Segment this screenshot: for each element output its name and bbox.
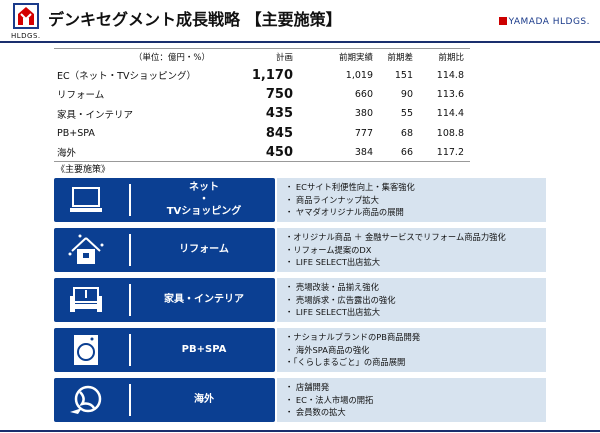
diff-value: 68 bbox=[400, 127, 413, 139]
initiative-item: ・ 会員数の拡大 bbox=[285, 407, 346, 417]
category-panel: PB+SPA bbox=[54, 328, 275, 372]
diff-header: 前期差 bbox=[387, 53, 413, 64]
unit-header: （単位：億円・%） bbox=[133, 53, 210, 64]
initiative-card: 家具・インテリア ・ 売場改装・品揃え強化・ 売場訴求・広告露出の強化・ LIFE… bbox=[54, 278, 546, 322]
initiative-card: ネット ・ TVショッピング・ ECサイト利便性向上・集客強化・ 商品ラインナッ… bbox=[54, 178, 546, 222]
segment-name: PB+SPA bbox=[57, 127, 95, 139]
table-row: 家具・インテリア 435 380 55 114.4 bbox=[54, 104, 470, 123]
separator bbox=[129, 334, 131, 366]
initiative-item: ・ナショナルブランドのPB商品開発 bbox=[285, 332, 421, 342]
initiative-item: ・ ヤマダオリジナル商品の展開 bbox=[285, 207, 404, 217]
initiative-list: ・ ECサイト利便性向上・集客強化・ 商品ラインナップ拡大・ ヤマダオリジナル商… bbox=[277, 178, 546, 222]
ratio-value: 117.2 bbox=[436, 146, 464, 158]
separator bbox=[129, 234, 131, 266]
segment-name: EC（ネット・TVショッピング） bbox=[57, 71, 196, 83]
initiative-item: ・ 売場訴求・広告露出の強化 bbox=[285, 294, 396, 305]
category-panel: 海外 bbox=[54, 378, 275, 422]
prev-value: 380 bbox=[354, 108, 373, 120]
separator bbox=[129, 184, 131, 216]
initiative-list: ・オリジナル商品 ＋ 金融サービスでリフォーム商品力強化 ・リフォーム提案のDX ・… bbox=[277, 228, 546, 272]
plan-value: 845 bbox=[265, 125, 293, 141]
plan-value: 1,170 bbox=[251, 67, 293, 83]
separator bbox=[129, 284, 131, 316]
initiative-item: ・ 商品ラインナップ拡大 bbox=[285, 194, 379, 205]
prev-value: 1,019 bbox=[345, 69, 373, 81]
table-row: リフォーム 750 660 90 113.6 bbox=[54, 85, 470, 104]
brand-text: YAMADA HLDGS. bbox=[508, 17, 590, 27]
initiative-item: ・ LIFE SELECT出店拡大 bbox=[285, 257, 381, 267]
plan-value: 450 bbox=[265, 144, 293, 160]
diff-value: 151 bbox=[394, 69, 413, 81]
table-row: EC（ネット・TVショッピング） 1,170 1,019 151 114.8 bbox=[54, 66, 470, 85]
separator bbox=[129, 384, 131, 416]
ratio-value: 114.4 bbox=[436, 108, 464, 120]
category-label: 海外 bbox=[194, 394, 214, 405]
initiative-item: ・ EC・法人市場の開拓 bbox=[285, 394, 374, 405]
prev-header: 前期実績 bbox=[338, 53, 373, 64]
segment-table: （単位：億円・%） 計画 前期実績 前期差 前期比 EC（ネット・TVショッピン… bbox=[54, 48, 470, 162]
table-header-row: （単位：億円・%） 計画 前期実績 前期差 前期比 bbox=[54, 48, 470, 66]
logo-subtext: HLDGS. bbox=[11, 32, 41, 40]
ratio-value: 114.8 bbox=[436, 69, 464, 81]
category-panel: リフォーム bbox=[54, 228, 275, 272]
segment-name: リフォーム bbox=[57, 90, 105, 102]
prev-value: 777 bbox=[354, 127, 373, 139]
category-panel: 家具・インテリア bbox=[54, 278, 275, 322]
brand-logo: YAMADA HLDGS. bbox=[498, 17, 590, 27]
initiative-item: ・ 売場改装・品揃え強化 bbox=[285, 282, 379, 292]
category-panel: ネット ・ TVショッピング bbox=[54, 178, 275, 222]
category-label: 家具・インテリア bbox=[164, 294, 244, 305]
laptop-icon bbox=[70, 187, 102, 212]
footer-divider bbox=[0, 430, 600, 432]
page-title: デンキセグメント成長戦略 【主要施策】 bbox=[48, 10, 342, 29]
initiative-list: ・ナショナルブランドのPB商品開発・ 海外SPA商品の強化・「くらしまるごと」の… bbox=[277, 328, 546, 372]
initiative-item: ・ LIFE SELECT出店拡大 bbox=[285, 307, 381, 317]
diff-value: 55 bbox=[400, 108, 413, 120]
plan-value: 435 bbox=[265, 106, 293, 122]
initiative-list: ・ 売場改装・品揃え強化・ 売場訴求・広告露出の強化・ LIFE SELECT出… bbox=[277, 278, 546, 322]
initiative-list: ・ 店舗開発・ EC・法人市場の開拓・ 会員数の拡大 bbox=[277, 378, 546, 422]
initiative-item: ・「くらしまるごと」の商品展開 bbox=[285, 357, 406, 367]
initiative-card: PB+SPA ・ナショナルブランドのPB商品開発・ 海外SPA商品の強化・「くらし… bbox=[54, 328, 546, 372]
plan-header: 計画 bbox=[275, 53, 293, 64]
initiative-card: リフォーム ・オリジナル商品 ＋ 金融サービスでリフォーム商品力強化 ・リフォーム提… bbox=[54, 228, 546, 272]
ratio-value: 108.8 bbox=[436, 127, 464, 139]
globe-airplane-icon bbox=[70, 385, 102, 414]
category-label: リフォーム bbox=[179, 244, 229, 255]
segment-name: 家具・インテリア bbox=[57, 109, 134, 121]
initiative-item: ・ 店舗開発 bbox=[285, 382, 330, 392]
washing-machine-icon bbox=[74, 335, 98, 365]
table-row: PB+SPA 845 777 68 108.8 bbox=[54, 123, 470, 142]
header-divider bbox=[0, 41, 600, 43]
plan-value: 750 bbox=[265, 86, 293, 102]
sofa-icon bbox=[70, 287, 102, 312]
ratio-value: 113.6 bbox=[436, 88, 464, 100]
diff-value: 90 bbox=[400, 88, 413, 100]
yamada-logo bbox=[13, 3, 39, 29]
segment-name: 海外 bbox=[57, 148, 77, 160]
initiative-card: 海外 ・ 店舗開発・ EC・法人市場の開拓・ 会員数の拡大 bbox=[54, 378, 546, 422]
initiative-item: ・ 海外SPA商品の強化 bbox=[285, 344, 370, 355]
initiative-item: ・リフォーム提案のDX bbox=[285, 244, 372, 255]
house-icon bbox=[68, 234, 104, 264]
prev-value: 660 bbox=[354, 88, 373, 100]
category-label: PB+SPA bbox=[181, 344, 227, 355]
ratio-header: 前期比 bbox=[438, 53, 464, 64]
diff-value: 66 bbox=[400, 146, 413, 158]
section-label: 《主要施策》 bbox=[56, 165, 111, 175]
prev-value: 384 bbox=[354, 146, 373, 158]
initiative-item: ・ ECサイト利便性向上・集客強化 bbox=[285, 182, 415, 192]
initiative-item: ・オリジナル商品 ＋ 金融サービスでリフォーム商品力強化 bbox=[285, 232, 506, 242]
table-row: 海外 450 384 66 117.2 bbox=[54, 143, 470, 162]
category-label: ネット ・ TVショッピング bbox=[166, 182, 242, 217]
